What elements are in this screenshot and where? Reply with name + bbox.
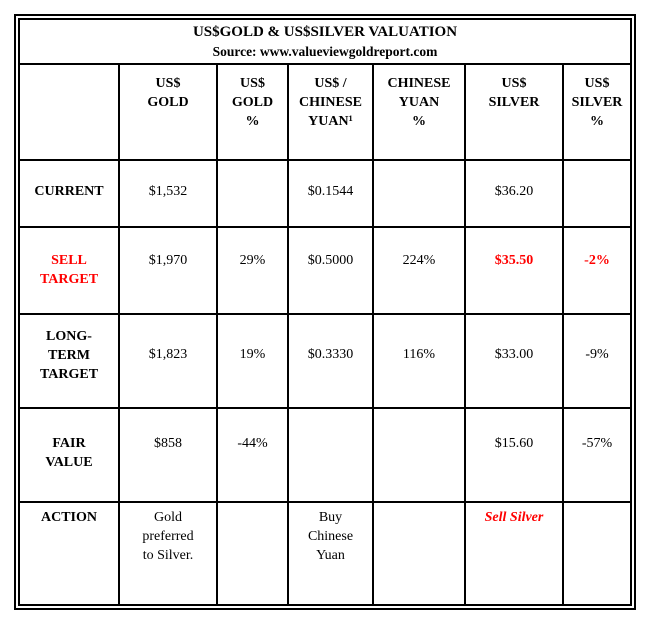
cell-sell-usd-gold: $1,970 <box>118 226 218 315</box>
cell-fair-usd-silver-pct: -57% <box>562 407 632 503</box>
row-fair-value: FAIR VALUE $858 -44% $15.60 -57% <box>18 407 632 503</box>
row-sell-target: SELL TARGET $1,970 29% $0.5000 224% $35.… <box>18 226 632 315</box>
cell-fair-usd-gold-pct: -44% <box>216 407 289 503</box>
column-header-blank <box>18 63 120 161</box>
cell-current-usd-gold-pct <box>216 159 289 228</box>
source-line: Source: www.valueviewgoldreport.com <box>212 44 438 59</box>
row-label-sell-target: SELL TARGET <box>18 226 120 315</box>
column-header-usd-gold: US$ GOLD <box>118 63 218 161</box>
cell-long-chinese-yuan-pct: 116% <box>372 313 466 409</box>
cell-action-usd-silver: Sell Silver <box>464 501 564 606</box>
cell-fair-usd-chinese-yuan <box>287 407 374 503</box>
column-header-row: US$ GOLD US$ GOLD % US$ / CHINESE YUAN¹ … <box>18 63 632 161</box>
cell-fair-usd-silver: $15.60 <box>464 407 564 503</box>
cell-action-usd-chinese-yuan: Buy Chinese Yuan <box>287 501 374 606</box>
cell-long-usd-chinese-yuan: $0.3330 <box>287 313 374 409</box>
cell-current-usd-silver: $36.20 <box>464 159 564 228</box>
cell-sell-usd-gold-pct: 29% <box>216 226 289 315</box>
column-header-usd-gold-pct: US$ GOLD % <box>216 63 289 161</box>
column-header-usd-silver-pct: US$ SILVER % <box>562 63 632 161</box>
cell-action-usd-gold-pct <box>216 501 289 606</box>
cell-sell-usd-silver: $35.50 <box>464 226 564 315</box>
title-cell: US$GOLD & US$SILVER VALUATION Source: ww… <box>18 18 632 65</box>
row-label-current: CURRENT <box>18 159 120 228</box>
cell-long-usd-silver: $33.00 <box>464 313 564 409</box>
row-current: CURRENT $1,532 $0.1544 $36.20 <box>18 159 632 228</box>
cell-fair-chinese-yuan-pct <box>372 407 466 503</box>
column-header-chinese-yuan-pct: CHINESE YUAN % <box>372 63 466 161</box>
row-label-long-term-target: LONG- TERM TARGET <box>18 313 120 409</box>
cell-long-usd-silver-pct: -9% <box>562 313 632 409</box>
cell-sell-usd-chinese-yuan: $0.5000 <box>287 226 374 315</box>
cell-action-usd-silver-pct <box>562 501 632 606</box>
row-long-term-target: LONG- TERM TARGET $1,823 19% $0.3330 116… <box>18 313 632 409</box>
cell-action-chinese-yuan-pct <box>372 501 466 606</box>
column-header-usd-chinese-yuan: US$ / CHINESE YUAN¹ <box>287 63 374 161</box>
cell-current-usd-silver-pct <box>562 159 632 228</box>
cell-long-usd-gold: $1,823 <box>118 313 218 409</box>
row-label-fair-value: FAIR VALUE <box>18 407 120 503</box>
page-title: US$GOLD & US$SILVER VALUATION <box>192 24 458 40</box>
cell-action-usd-gold: Gold preferred to Silver. <box>118 501 218 606</box>
table-outer-frame: US$GOLD & US$SILVER VALUATION Source: ww… <box>14 14 636 610</box>
cell-current-usd-gold: $1,532 <box>118 159 218 228</box>
cell-current-chinese-yuan-pct <box>372 159 466 228</box>
row-label-action: ACTION <box>18 501 120 606</box>
cell-current-usd-chinese-yuan: $0.1544 <box>287 159 374 228</box>
cell-long-usd-gold-pct: 19% <box>216 313 289 409</box>
cell-fair-usd-gold: $858 <box>118 407 218 503</box>
row-action: ACTION Gold preferred to Silver. Buy Chi… <box>18 501 632 606</box>
valuation-table: US$GOLD & US$SILVER VALUATION Source: ww… <box>18 18 632 606</box>
column-header-usd-silver: US$ SILVER <box>464 63 564 161</box>
cell-sell-chinese-yuan-pct: 224% <box>372 226 466 315</box>
cell-sell-usd-silver-pct: -2% <box>562 226 632 315</box>
title-row: US$GOLD & US$SILVER VALUATION Source: ww… <box>18 18 632 65</box>
